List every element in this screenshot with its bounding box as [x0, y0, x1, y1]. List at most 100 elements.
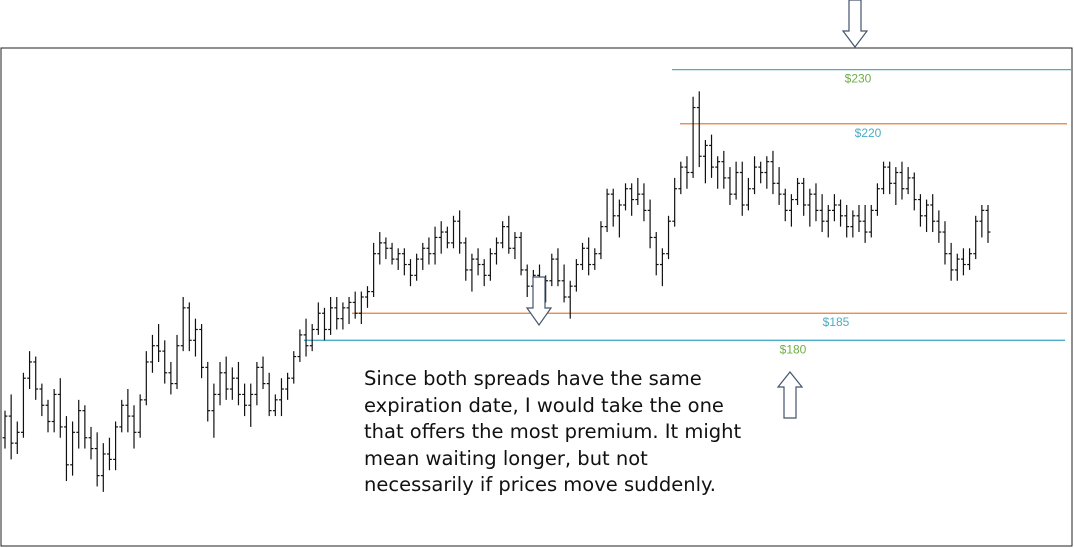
ohlc-bar: [2, 410, 8, 449]
ohlc-bar: [758, 161, 764, 184]
ohlc-bar: [764, 156, 770, 189]
ohlc-bar: [727, 167, 733, 205]
ohlc-bar: [942, 221, 948, 265]
down-arrow-mid-icon: [525, 276, 553, 327]
ohlc-bar: [14, 421, 20, 454]
ohlc-bar: [524, 264, 530, 297]
ohlc-bar: [57, 378, 63, 438]
ohlc-bar: [334, 297, 340, 330]
ohlc-bar: [592, 248, 598, 270]
reference-label-220: $220: [855, 126, 882, 140]
ohlc-bar: [807, 188, 813, 227]
ohlc-bar: [893, 167, 899, 205]
ohlc-bar: [119, 399, 125, 433]
ohlc-bar: [8, 394, 14, 460]
ohlc-bar: [377, 232, 383, 265]
ohlc-bar: [217, 361, 223, 406]
ohlc-bar: [948, 242, 954, 281]
ohlc-bar: [156, 324, 161, 362]
ohlc-bar: [309, 324, 315, 352]
ohlc-bar: [174, 334, 180, 390]
ohlc-bar: [487, 248, 493, 281]
ohlc-bar: [924, 199, 929, 233]
ohlc-bar: [205, 361, 211, 422]
ohlc-bar: [315, 302, 321, 335]
ohlc-bar: [875, 183, 880, 216]
ohlc-bar: [229, 367, 235, 400]
ohlc-bar: [899, 161, 905, 200]
ohlc-bar: [795, 177, 800, 205]
ohlc-bar: [782, 188, 788, 222]
ohlc-bar: [248, 383, 254, 427]
ohlc-bar: [690, 96, 696, 178]
ohlc-bar: [789, 194, 794, 227]
ohlc-bar: [352, 291, 358, 319]
ohlc-bar: [635, 177, 641, 205]
ohlc-bar: [346, 297, 352, 325]
ohlc-bar: [672, 177, 678, 227]
ohlc-bar: [168, 361, 174, 395]
ohlc-bar: [469, 253, 475, 292]
ohlc-bar: [647, 199, 653, 249]
ohlc-bar: [500, 221, 506, 249]
ohlc-bar: [223, 356, 229, 400]
ohlc-bar: [33, 356, 39, 400]
ohlc-bar: [666, 215, 671, 260]
ohlc-bar: [82, 405, 88, 449]
ohlc-bar: [580, 242, 585, 270]
ohlc-bar: [905, 167, 911, 195]
ohlc-bar: [365, 286, 370, 308]
price-bars: [2, 91, 991, 492]
ohlc-bar: [285, 372, 291, 400]
ohlc-bar: [850, 210, 856, 238]
ohlc-bar: [438, 221, 444, 254]
ohlc-bar: [297, 329, 303, 362]
ohlc-bar: [813, 183, 819, 222]
ohlc-bar: [715, 156, 721, 189]
up-arrow-bottom-icon: [776, 371, 804, 419]
ohlc-bar: [272, 394, 278, 417]
ohlc-bar: [64, 416, 69, 482]
ohlc-bar: [328, 297, 334, 335]
ohlc-bar: [254, 361, 260, 406]
ohlc-bar: [653, 232, 659, 276]
ohlc-bar: [242, 383, 248, 417]
ohlc-bar: [825, 204, 831, 238]
ohlc-bar: [260, 356, 266, 390]
ohlc-bar: [100, 443, 106, 492]
ohlc-bar: [266, 372, 272, 417]
ohlc-bar: [930, 194, 936, 233]
ohlc-bar: [678, 161, 684, 195]
ohlc-bar: [598, 221, 604, 260]
ohlc-bar: [45, 399, 51, 433]
ohlc-bar: [862, 204, 868, 243]
ohlc-bar: [801, 177, 807, 216]
ohlc-bar: [696, 91, 702, 168]
ohlc-bar: [451, 215, 456, 249]
ohlc-bar: [420, 242, 426, 270]
ohlc-bar: [819, 194, 825, 233]
ohlc-bar: [721, 150, 727, 189]
ohlc-bar: [979, 204, 985, 238]
ohlc-bar: [211, 383, 217, 438]
ohlc-bar: [985, 204, 991, 243]
ohlc-bar: [125, 389, 131, 433]
ohlc-bar: [561, 264, 567, 303]
ohlc-bar: [408, 259, 413, 287]
ohlc-bar: [389, 242, 395, 265]
ohlc-bar: [684, 156, 690, 189]
ohlc-bar: [641, 183, 647, 222]
ohlc-bar: [70, 421, 75, 476]
ohlc-bar: [39, 383, 45, 417]
ohlc-bar: [131, 405, 137, 449]
ohlc-bar: [358, 291, 364, 325]
ohlc-bar: [961, 248, 966, 276]
ohlc-bar: [162, 340, 168, 384]
ohlc-bar: [426, 237, 432, 265]
ohlc-bar: [279, 378, 284, 417]
ohlc-bar: [432, 226, 438, 265]
ohlc-bar: [604, 188, 610, 233]
ohlc-bar: [954, 253, 960, 281]
ohlc-bar: [616, 199, 622, 238]
ohlc-bar: [567, 280, 573, 319]
